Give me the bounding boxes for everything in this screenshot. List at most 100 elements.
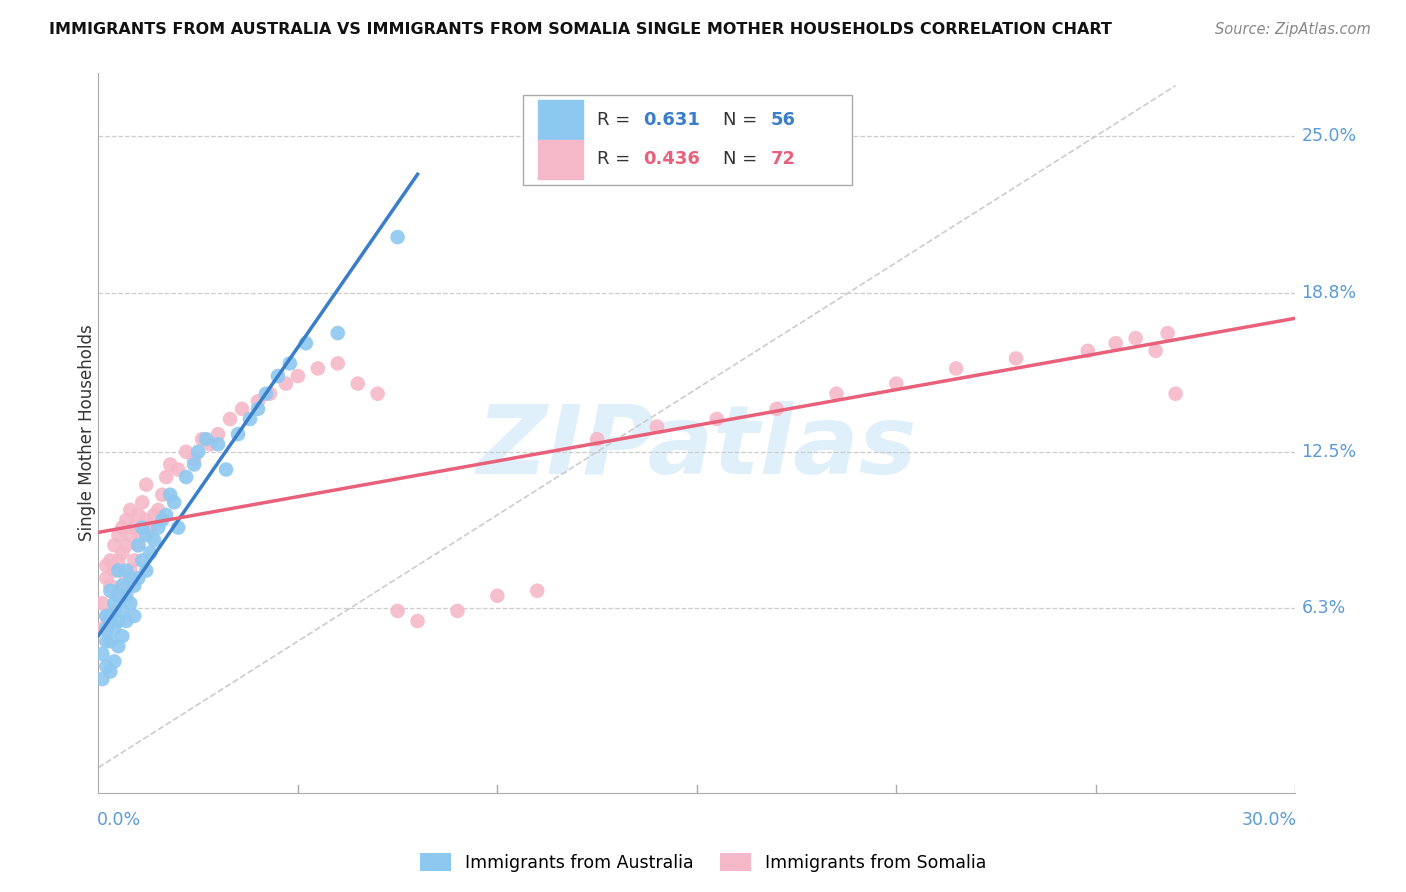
Point — [96, 571, 118, 585]
Point — [945, 361, 967, 376]
Point — [120, 564, 142, 578]
Point — [111, 579, 134, 593]
Point — [367, 386, 389, 401]
Point — [159, 458, 181, 472]
Point — [115, 564, 138, 578]
Point — [91, 672, 114, 686]
Point — [131, 528, 153, 542]
Point — [98, 579, 121, 593]
Text: 12.5%: 12.5% — [1302, 442, 1357, 461]
Point — [195, 432, 218, 446]
Point — [187, 445, 209, 459]
Point — [765, 401, 787, 416]
Point — [115, 538, 138, 552]
Point — [274, 376, 297, 391]
Point — [103, 564, 125, 578]
Point — [131, 495, 153, 509]
Point — [486, 589, 509, 603]
Point — [139, 546, 162, 560]
Point — [131, 553, 153, 567]
Point — [254, 386, 277, 401]
Point — [111, 546, 134, 560]
Text: 0.436: 0.436 — [643, 151, 700, 169]
Text: N =: N = — [723, 151, 763, 169]
Point — [150, 513, 173, 527]
Point — [706, 412, 728, 426]
Point — [107, 589, 129, 603]
Y-axis label: Single Mother Households: Single Mother Households — [79, 325, 96, 541]
Point — [207, 427, 229, 442]
Point — [1077, 343, 1099, 358]
Point — [124, 520, 146, 534]
Point — [135, 477, 157, 491]
Point — [446, 604, 468, 618]
Point — [207, 437, 229, 451]
Point — [111, 520, 134, 534]
Bar — [537, 100, 583, 139]
Point — [219, 412, 242, 426]
Point — [124, 609, 146, 624]
Point — [115, 614, 138, 628]
Point — [163, 495, 186, 509]
Point — [295, 336, 318, 351]
Point — [1164, 386, 1187, 401]
Point — [278, 356, 301, 370]
Point — [103, 538, 125, 552]
Point — [148, 520, 170, 534]
Point — [91, 647, 114, 661]
Point — [155, 470, 177, 484]
Point — [98, 614, 121, 628]
Point — [111, 629, 134, 643]
Point — [135, 564, 157, 578]
Point — [96, 634, 118, 648]
Text: ZIPatlas: ZIPatlas — [477, 401, 917, 494]
Point — [96, 609, 118, 624]
Point — [307, 361, 329, 376]
Point — [155, 508, 177, 522]
Text: IMMIGRANTS FROM AUSTRALIA VS IMMIGRANTS FROM SOMALIA SINGLE MOTHER HOUSEHOLDS CO: IMMIGRANTS FROM AUSTRALIA VS IMMIGRANTS … — [49, 22, 1112, 37]
Point — [96, 659, 118, 673]
Point — [239, 412, 262, 426]
Point — [143, 508, 166, 522]
Point — [346, 376, 368, 391]
Point — [96, 609, 118, 624]
Point — [135, 513, 157, 527]
Point — [127, 538, 149, 552]
Text: 0.631: 0.631 — [643, 111, 700, 128]
Point — [226, 427, 249, 442]
Point — [231, 401, 253, 416]
Point — [167, 462, 190, 476]
Point — [120, 596, 142, 610]
Point — [107, 528, 129, 542]
Text: 30.0%: 30.0% — [1241, 811, 1296, 829]
Point — [96, 558, 118, 573]
Point — [645, 419, 668, 434]
Point — [387, 230, 409, 244]
Point — [1005, 351, 1028, 366]
Point — [120, 503, 142, 517]
Point — [98, 634, 121, 648]
Text: R =: R = — [598, 111, 637, 128]
Point — [215, 462, 238, 476]
Text: Source: ZipAtlas.com: Source: ZipAtlas.com — [1215, 22, 1371, 37]
Point — [98, 665, 121, 679]
Point — [91, 622, 114, 636]
Point — [103, 622, 125, 636]
Point — [127, 571, 149, 585]
Point — [198, 437, 221, 451]
Point — [326, 356, 349, 370]
Point — [143, 533, 166, 548]
Point — [526, 583, 548, 598]
Point — [1105, 336, 1128, 351]
Point — [131, 520, 153, 534]
Point — [267, 369, 290, 384]
Text: 6.3%: 6.3% — [1302, 599, 1346, 617]
Point — [259, 386, 281, 401]
Point — [191, 432, 214, 446]
Point — [387, 604, 409, 618]
Point — [406, 614, 429, 628]
Point — [127, 508, 149, 522]
Point — [884, 376, 907, 391]
Point — [103, 596, 125, 610]
Point — [167, 520, 190, 534]
